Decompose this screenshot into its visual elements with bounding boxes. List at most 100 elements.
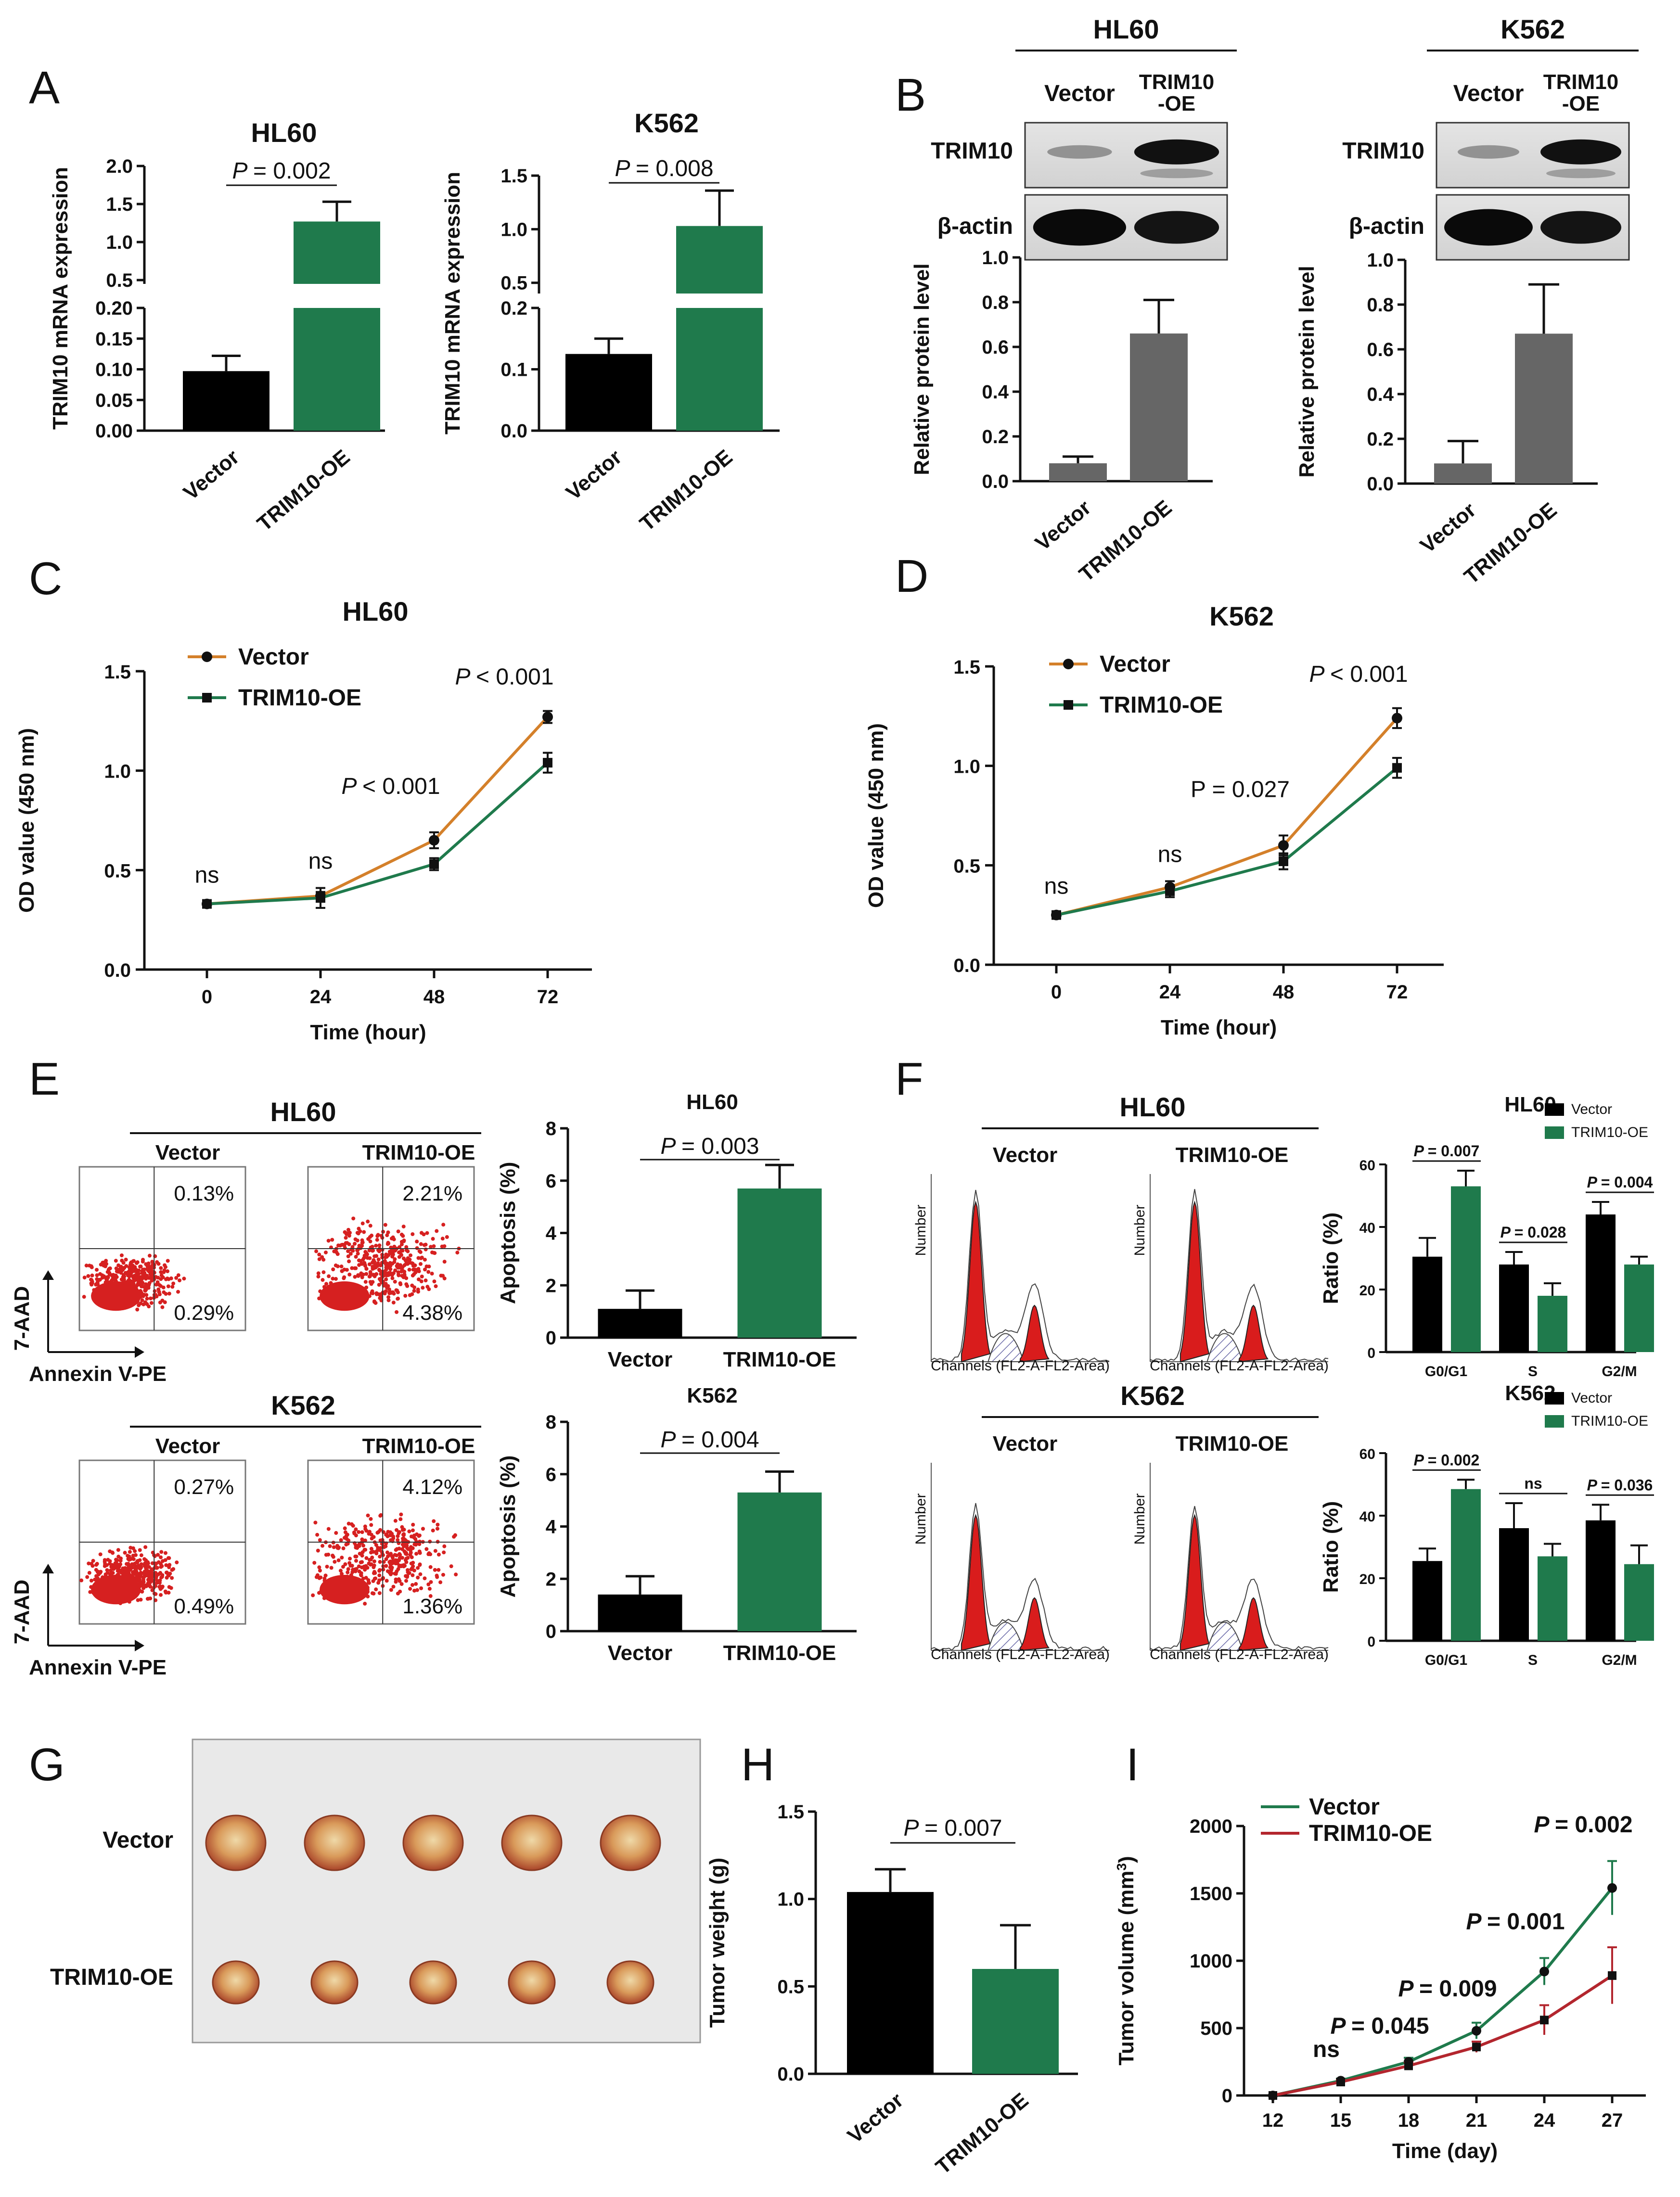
flow-event: [360, 1560, 364, 1564]
flow-event: [395, 1289, 399, 1293]
flow-event: [347, 1272, 352, 1277]
flow-event: [367, 1248, 372, 1252]
legend-label: TRIM10-OE: [238, 685, 361, 711]
y-tick-label: 2: [546, 1569, 556, 1590]
flow-event: [387, 1291, 392, 1295]
p-value-label: P = 0.009: [1398, 1976, 1497, 2002]
flow-event: [139, 1574, 143, 1578]
y-tick-label: 4: [546, 1223, 557, 1244]
flow-event: [118, 1569, 122, 1573]
flow-event: [316, 1275, 321, 1279]
s-phase-region: [987, 1333, 1025, 1362]
legend-label: TRIM10-OE: [1309, 1821, 1432, 1846]
flow-event: [454, 1572, 458, 1577]
flow-event: [150, 1561, 154, 1565]
flow-event: [350, 1563, 354, 1568]
g2-peak: [1239, 1304, 1269, 1363]
flow-event: [375, 1238, 379, 1242]
flow-event: [326, 1527, 331, 1531]
bar: [1624, 1265, 1654, 1352]
flow-x-axis-label: Annexin V-PE: [29, 1656, 167, 1679]
flow-event: [334, 1531, 338, 1535]
flow-event: [384, 1289, 388, 1293]
panel-letter-c: C: [29, 553, 62, 604]
flow-event: [133, 1265, 137, 1269]
data-point: [1539, 1967, 1549, 1977]
flow-event: [141, 1280, 145, 1285]
bar: [1538, 1296, 1567, 1352]
flow-event: [366, 1219, 370, 1224]
flow-event: [105, 1277, 109, 1282]
flow-event: [374, 1543, 378, 1547]
flow-event: [416, 1566, 420, 1570]
flow-dense-population: [320, 1281, 370, 1311]
flow-event: [390, 1276, 395, 1280]
significance-label: ns: [1044, 874, 1069, 899]
flow-event: [121, 1572, 126, 1576]
p-value-label: P = 0.003: [660, 1134, 759, 1159]
flow-event: [368, 1224, 372, 1228]
bar-lower-part: [676, 308, 763, 431]
flow-event: [82, 1295, 86, 1299]
category-label: G0/G1: [1425, 1364, 1467, 1380]
y-tick-label: 1.0: [982, 247, 1009, 268]
axis-break-gap: [294, 286, 381, 306]
flow-event: [94, 1563, 99, 1567]
flow-event: [406, 1568, 410, 1572]
flow-event: [341, 1546, 346, 1550]
flow-event: [367, 1262, 372, 1266]
flow-event: [449, 1564, 453, 1569]
flow-event: [429, 1580, 433, 1584]
flow-event: [399, 1249, 404, 1253]
category-label: TRIM10-OE: [635, 445, 737, 536]
flow-event: [403, 1558, 408, 1562]
y-tick-label: 0.05: [95, 390, 133, 411]
flow-event: [404, 1579, 409, 1583]
flow-event: [143, 1300, 148, 1304]
flow-event: [371, 1249, 375, 1253]
flow-event: [140, 1589, 144, 1594]
x-tick-label: 72: [1386, 982, 1408, 1003]
flow-event: [167, 1277, 171, 1281]
tumor: [212, 1960, 260, 2005]
flow-event: [341, 1565, 345, 1569]
flow-event: [361, 1258, 365, 1262]
flow-event: [124, 1264, 128, 1268]
flow-event: [394, 1247, 398, 1252]
y-tick-label: 1500: [1190, 1883, 1232, 1904]
tumor: [606, 1960, 654, 2005]
tumor: [304, 1814, 365, 1871]
flow-event: [123, 1551, 127, 1555]
flow-event: [348, 1557, 352, 1561]
flow-event: [326, 1239, 331, 1243]
data-point: [542, 712, 553, 723]
flow-event: [159, 1555, 163, 1559]
bar: [1499, 1528, 1529, 1641]
flow-event: [440, 1237, 445, 1241]
flow-event: [163, 1551, 167, 1555]
flow-event: [395, 1569, 399, 1573]
legend-label: Vector: [1309, 1794, 1380, 1820]
flow-event: [368, 1558, 372, 1562]
data-point: [1052, 910, 1061, 920]
bar: [598, 1594, 682, 1631]
flow-event: [377, 1243, 382, 1248]
flow-event: [354, 1527, 358, 1532]
flow-event: [412, 1272, 416, 1276]
data-point: [543, 758, 552, 768]
y-tick-label: 1.5: [953, 657, 980, 678]
flow-event: [399, 1582, 404, 1586]
histogram-y-label: Number: [1132, 1494, 1148, 1545]
flow-event: [354, 1266, 358, 1270]
flow-column-label: Vector: [155, 1434, 220, 1458]
series-line-trim10-oe: [206, 761, 549, 906]
flow-event: [388, 1530, 393, 1534]
y-tick-label: 0.2: [500, 298, 527, 319]
category-label: Vector: [843, 2088, 908, 2148]
flow-event: [402, 1272, 407, 1277]
blot-row-label: β-actin: [937, 214, 1013, 239]
blot-band: [1134, 211, 1219, 244]
flow-event: [397, 1530, 401, 1534]
y-axis-label: Ratio (%): [1319, 1501, 1343, 1593]
legend-label: TRIM10-OE: [1571, 1124, 1648, 1140]
